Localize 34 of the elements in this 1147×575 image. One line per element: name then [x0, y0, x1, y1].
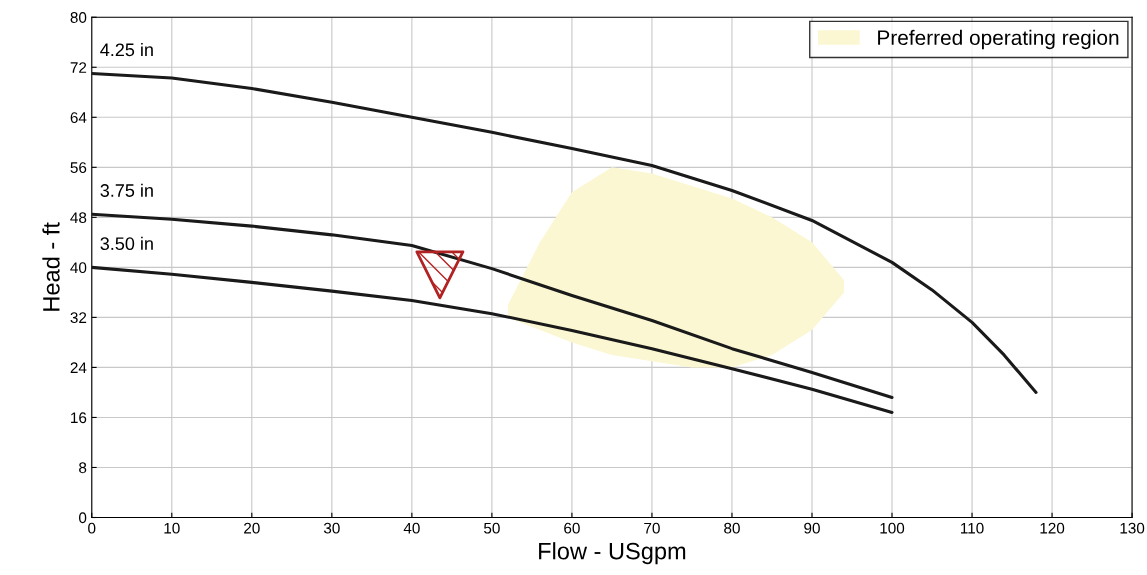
x-tick-label: 40	[403, 522, 420, 534]
x-tick-label: 120	[1040, 522, 1065, 534]
x-tick-label: 90	[804, 522, 820, 534]
series-label: 3.50 in	[100, 236, 153, 251]
y-tick-label: 8	[79, 462, 87, 474]
line-series	[91, 212, 894, 399]
series-label: 3.75 in	[100, 183, 153, 197]
x-tick-label: 60	[564, 522, 580, 534]
y-tick-label: 80	[70, 12, 87, 23]
legend-label: Preferred operating region	[878, 29, 1119, 50]
y-tick-label: 0	[79, 512, 87, 524]
line-series	[91, 72, 1038, 394]
x-axis-title: Flow - USgpm	[539, 542, 686, 565]
x-tick-label: 50	[484, 522, 500, 534]
y-tick-label: 24	[70, 362, 87, 373]
y-tick-label: 72	[70, 62, 87, 73]
series-label: 4.25 in	[100, 42, 153, 57]
line-series	[91, 265, 894, 414]
x-tick-label: 110	[961, 522, 984, 534]
x-tick-label: 70	[644, 522, 660, 534]
x-tick-label: 80	[724, 522, 740, 534]
y-tick-label: 32	[70, 312, 87, 324]
y-tick-label: 16	[71, 412, 87, 424]
x-tick-label: 0	[88, 522, 96, 534]
y-tick-label: 48	[70, 212, 87, 224]
x-tick-label: 10	[164, 522, 180, 534]
y-tick-label: 40	[70, 262, 87, 274]
y-tick-label: 56	[70, 162, 87, 174]
x-tick-label: 30	[323, 522, 340, 534]
y-axis-title: Head - ft	[42, 222, 60, 311]
x-tick-label: 20	[244, 522, 260, 534]
y-tick-label: 64	[70, 112, 87, 123]
x-tick-label: 130	[1120, 522, 1145, 534]
x-tick-label: 100	[880, 522, 905, 534]
